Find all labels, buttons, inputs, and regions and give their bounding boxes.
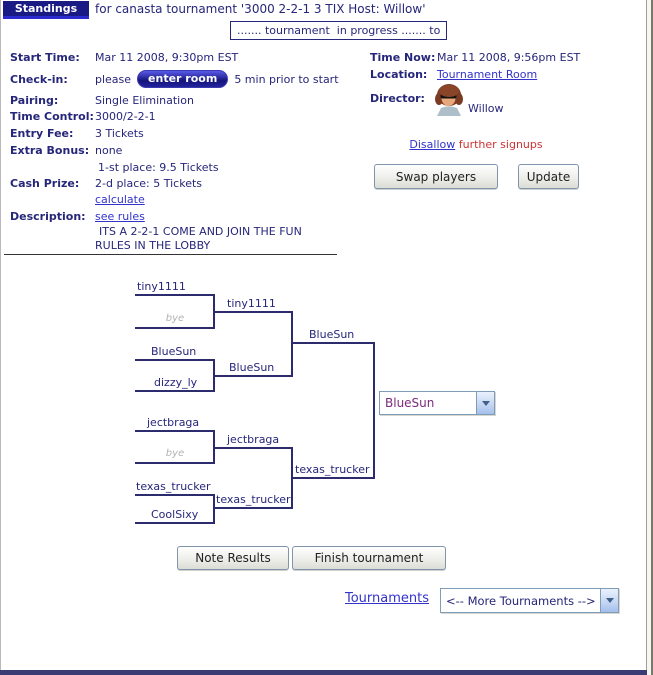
tournament-progress-banner: ....... tournament in progress ....... t… bbox=[230, 21, 448, 40]
bracket-r1-player6: CoolSixy bbox=[151, 508, 199, 521]
bracket-r1-player1: tiny1111 bbox=[137, 280, 186, 293]
bracket-r1-player4: jectbraga bbox=[147, 416, 200, 429]
description-label: Description: bbox=[10, 210, 86, 223]
bracket-r1-player5: texas_trucker bbox=[136, 480, 211, 493]
bracket-line bbox=[135, 359, 215, 361]
more-tournaments-select-value: <-- More Tournaments --> bbox=[446, 593, 596, 608]
checkin-row: please enter room 5 min prior to start bbox=[95, 70, 339, 88]
bracket-r1-player2: BlueSun bbox=[151, 345, 197, 358]
disallow-signups-line: Disallow further signups bbox=[370, 138, 582, 151]
start-time-value: Mar 11 2008, 9:30pm EST bbox=[95, 51, 239, 64]
divider-rule bbox=[4, 254, 337, 255]
bracket-r1-bye1: bye bbox=[165, 313, 185, 324]
footer-bar bbox=[0, 670, 647, 675]
disallow-link[interactable]: Disallow bbox=[409, 138, 456, 151]
winner-select[interactable]: BlueSun bbox=[379, 391, 495, 415]
time-now-value: Mar 11 2008, 9:56pm EST bbox=[437, 51, 581, 64]
time-control-label: Time Control: bbox=[10, 110, 94, 123]
director-label: Director: bbox=[370, 92, 425, 105]
right-window-border bbox=[646, 0, 647, 675]
bracket-line bbox=[135, 430, 215, 432]
update-button[interactable]: Update bbox=[518, 164, 579, 189]
cash-prize-label: Cash Prize: bbox=[10, 177, 80, 190]
bracket-line bbox=[291, 342, 375, 344]
right-window-outer-border bbox=[651, 0, 653, 675]
bracket-line bbox=[135, 462, 215, 464]
prize-first-place: 1-st place: 9.5 Tickets bbox=[98, 161, 219, 174]
entry-fee-label: Entry Fee: bbox=[10, 127, 74, 140]
bracket-r2-winner2: BlueSun bbox=[229, 361, 275, 374]
page-title: for canasta tournament '3000 2-2-1 3 TIX… bbox=[95, 2, 426, 16]
location-label: Location: bbox=[370, 68, 428, 81]
time-control-value: 3000/2-2-1 bbox=[95, 110, 156, 123]
enter-room-button[interactable]: enter room bbox=[137, 70, 229, 88]
disallow-suffix: further signups bbox=[458, 138, 543, 151]
bracket-r1-player3: dizzy_ly bbox=[154, 376, 198, 389]
entry-fee-value: 3 Tickets bbox=[95, 127, 144, 140]
checkin-prefix: please bbox=[95, 72, 132, 86]
bracket-line bbox=[213, 447, 293, 449]
bracket-r2-winner4: texas_trucker bbox=[216, 493, 291, 506]
bracket-line bbox=[135, 294, 215, 296]
start-time-label: Start Time: bbox=[10, 51, 80, 64]
prize-second-place: 2-d place: 5 Tickets bbox=[95, 177, 203, 190]
bracket-line bbox=[135, 522, 215, 524]
bracket-line bbox=[135, 327, 215, 329]
bracket-line bbox=[373, 342, 375, 479]
bracket-r3-finalist2: texas_trucker bbox=[295, 463, 370, 476]
extra-bonus-value: none bbox=[95, 144, 123, 157]
left-window-border bbox=[0, 0, 1, 675]
calculate-link[interactable]: calculate bbox=[95, 193, 145, 206]
pairing-label: Pairing: bbox=[10, 94, 59, 107]
bracket-r2-winner1: tiny1111 bbox=[227, 297, 276, 310]
bracket-line bbox=[213, 375, 293, 377]
description-line1: ITS A 2-2-1 COME AND JOIN THE FUN bbox=[99, 225, 302, 238]
pairing-value: Single Elimination bbox=[95, 94, 194, 107]
swap-players-button[interactable]: Swap players bbox=[374, 164, 498, 189]
bracket-r3-finalist1: BlueSun bbox=[309, 328, 355, 341]
time-now-label: Time Now: bbox=[370, 51, 436, 64]
checkin-label: Check-in: bbox=[10, 73, 68, 86]
description-line2: RULES IN THE LOBBY bbox=[95, 239, 211, 252]
bracket-line bbox=[291, 311, 293, 377]
extra-bonus-label: Extra Bonus: bbox=[10, 144, 90, 157]
tab-standings[interactable]: Standings bbox=[3, 1, 89, 16]
tournament-room-link[interactable]: Tournament Room bbox=[437, 68, 538, 81]
more-tournaments-select[interactable]: <-- More Tournaments --> bbox=[440, 588, 619, 613]
note-results-button[interactable]: Note Results bbox=[177, 546, 289, 570]
bracket-line bbox=[213, 507, 293, 509]
director-name: Willow bbox=[468, 102, 504, 115]
finish-tournament-button[interactable]: Finish tournament bbox=[292, 546, 446, 570]
checkin-suffix: 5 min prior to start bbox=[234, 72, 339, 86]
tournaments-link[interactable]: Tournaments bbox=[345, 591, 430, 606]
chevron-down-icon[interactable] bbox=[600, 589, 618, 612]
right-window-strip bbox=[647, 0, 651, 675]
bracket-r1-bye2: bye bbox=[165, 448, 185, 459]
director-avatar bbox=[435, 84, 463, 116]
see-rules-link[interactable]: see rules bbox=[95, 210, 145, 223]
bracket-line bbox=[135, 494, 215, 496]
bracket-line bbox=[135, 390, 215, 392]
chevron-down-icon[interactable] bbox=[476, 392, 494, 414]
bracket-line bbox=[291, 477, 375, 479]
winner-select-value: BlueSun bbox=[385, 396, 435, 410]
tab-underline bbox=[3, 16, 89, 19]
bracket-line bbox=[213, 494, 215, 524]
bracket-line bbox=[213, 311, 293, 313]
bracket-r2-winner3: jectbraga bbox=[227, 433, 280, 446]
